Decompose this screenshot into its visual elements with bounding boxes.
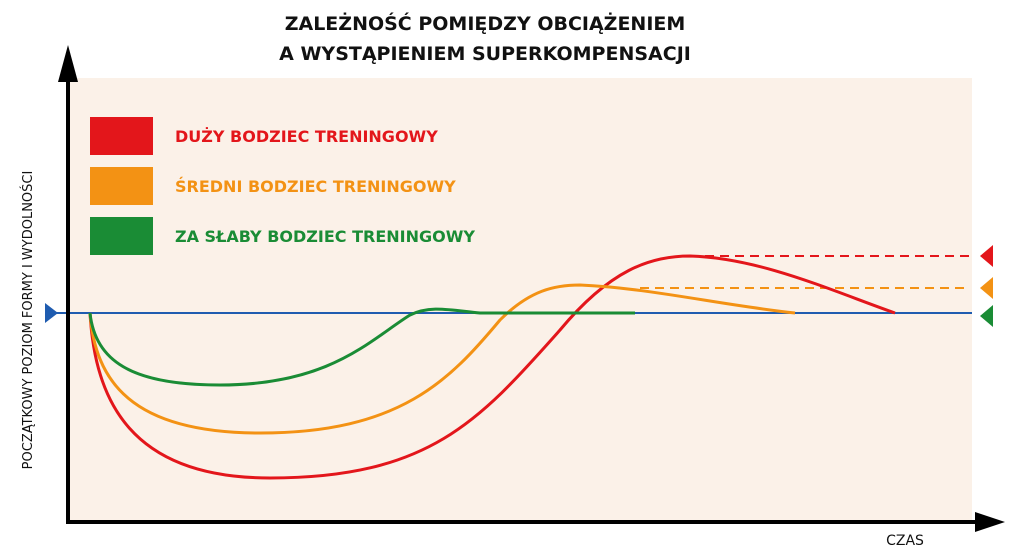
x-arrow xyxy=(975,512,1005,532)
legend-label: ŚREDNI BODZIEC TRENINGOWY xyxy=(175,177,456,196)
y-arrow xyxy=(58,45,78,82)
panel xyxy=(68,78,972,520)
y-axis-label: POCZĄTKOWY POZIOM FORMY I WYDOLNOŚCI xyxy=(20,171,36,470)
legend-label: DUŻY BODZIEC TRENINGOWY xyxy=(175,127,438,146)
marker-red xyxy=(980,245,993,267)
curve-red xyxy=(88,254,896,480)
title-line2: A WYSTĄPIENIEM SUPERKOMPENSACJI xyxy=(279,43,691,65)
baseline-marker xyxy=(45,303,58,323)
curve-orange xyxy=(88,283,796,435)
marker-orange xyxy=(980,277,993,299)
title-line1: ZALEŻNOŚĆ POMIĘDZY OBCIĄŻENIEM xyxy=(285,11,686,35)
legend-swatch xyxy=(90,117,153,155)
legend-swatch xyxy=(90,167,153,205)
x-axis-label: CZAS xyxy=(886,533,924,549)
marker-green xyxy=(980,305,993,327)
legend-label: ZA SŁABY BODZIEC TRENINGOWY xyxy=(175,227,475,246)
legend-swatch xyxy=(90,217,153,255)
curve-green xyxy=(88,307,635,387)
